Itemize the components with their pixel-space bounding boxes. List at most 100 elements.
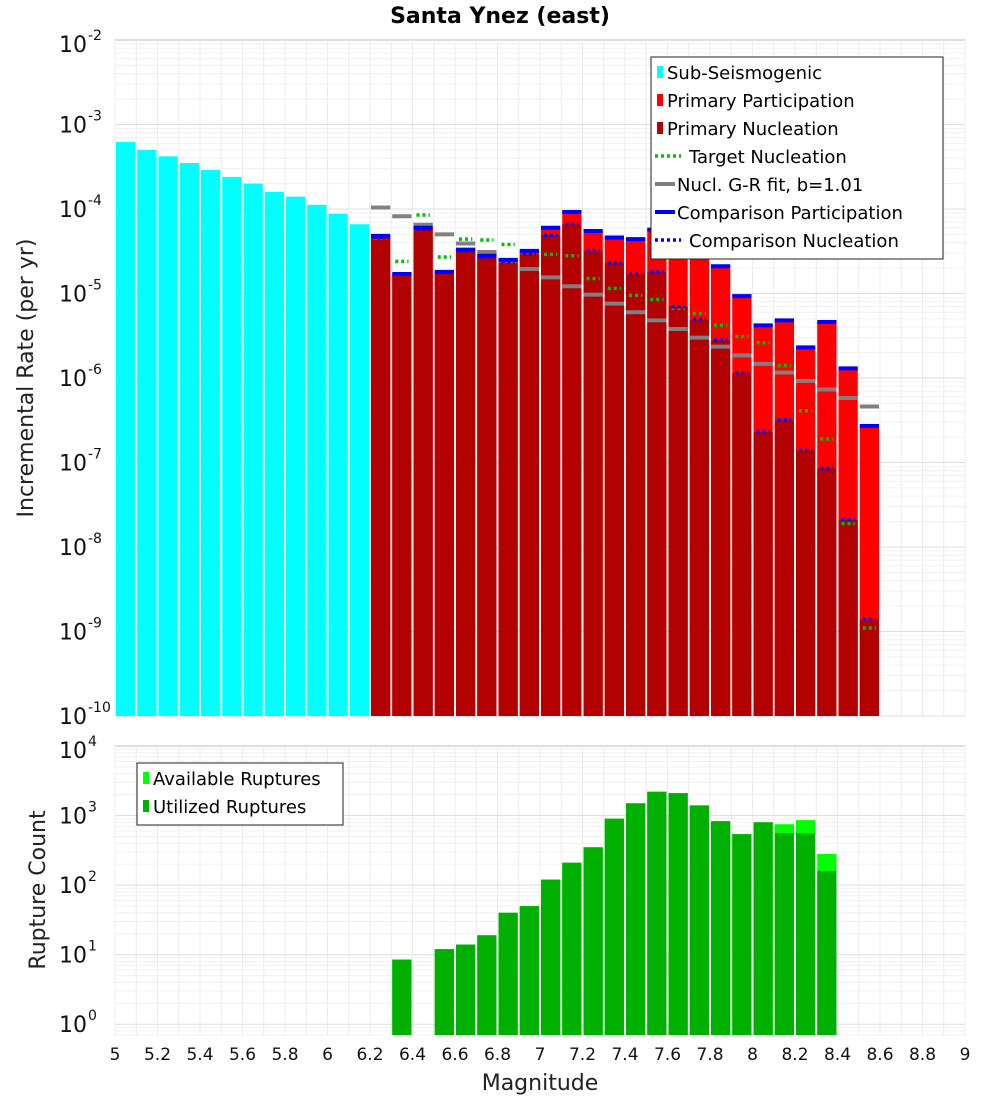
x-tick-label: 6.6 [441,1045,468,1065]
bar [753,431,773,716]
legend-swatch [143,772,149,784]
bar [626,803,646,1035]
legend-entry: Nucl. G-R fit, b=1.01 [655,175,863,196]
y-tick-exponent: 3 [88,800,97,816]
y-tick-base: 10 [59,621,87,646]
legend-swatch [143,800,149,812]
series-sub-seismogenic [116,142,369,717]
x-tick-label: 7.6 [654,1045,681,1065]
legend-entry: Sub-Seismogenic [657,63,822,84]
y-tick-base: 10 [59,198,87,223]
x-tick-label: 8.2 [781,1045,808,1065]
y-tick-exponent: -8 [88,531,102,547]
y-axis-title-rate: Incremental Rate (per yr) [14,239,39,518]
bar [434,271,454,716]
bar [796,450,816,716]
bar [116,142,136,716]
bar [541,235,561,716]
legend: Available Ruptures Utilized Ruptures [136,762,344,826]
x-tick-label: 5.8 [271,1045,298,1065]
bar [817,468,837,716]
y-tick-exponent: -3 [88,109,102,125]
legend-entry: Available Ruptures [143,769,321,790]
bar [626,274,646,716]
x-tick-label: 6.4 [399,1045,426,1065]
y-tick-base: 10 [59,1013,87,1038]
bar [307,204,327,717]
rupture-count-plot: 10 010 110 210 310 45 5.2 5.4 5.6 5.8 6 6.2 6.4 6.6 6.… [59,734,970,1065]
legend-label: Nucl. G-R fit, b=1.01 [677,175,863,196]
chart-title: Santa Ynez (east) [390,4,610,29]
y-tick-label: 10 2 [59,869,97,899]
legend-label: Comparison Nucleation [689,231,899,252]
y-tick-base: 10 [59,114,87,139]
legend-box [136,762,344,826]
bar [604,818,624,1035]
legend-box [650,56,944,260]
legend-label: Utilized Ruptures [153,797,306,818]
y-tick-exponent: 2 [88,869,97,885]
legend-entry: Target Nucleation [655,147,847,168]
y-tick-base: 10 [59,739,87,764]
bar [647,271,667,716]
y-tick-label: 10 0 [59,1008,97,1038]
bar [732,372,752,716]
bar [689,805,709,1035]
bar [562,862,582,1035]
bar [179,163,199,716]
legend-label: Primary Participation [667,91,855,112]
bar [668,306,688,716]
series-primary-nucleation [371,224,879,717]
y-tick-label: 10 -3 [59,109,102,139]
y-tick-exponent: -10 [88,700,111,716]
series-nucl-g-r-fit-b-1-01 [371,205,879,409]
bar [328,213,348,716]
bar [583,250,603,716]
bar [604,262,624,716]
x-tick-label: 5 [110,1045,121,1065]
y-tick-label: 10 1 [59,939,97,969]
x-tick-label: 8.8 [909,1045,936,1065]
bar [413,228,433,716]
y-tick-exponent: -9 [88,616,102,632]
y-tick-exponent: -7 [88,447,102,463]
legend-entry: Comparison Participation [655,203,903,224]
legend-swatch [657,122,663,134]
bar [583,847,603,1035]
y-tick-base: 10 [59,944,87,969]
bar [477,257,497,716]
series-utilized-ruptures [392,791,837,1035]
bar [859,619,879,716]
bar [201,169,221,716]
y-tick-label: 10 3 [59,800,97,830]
x-tick-label: 8.6 [866,1045,893,1065]
x-tick-label: 6.8 [484,1045,511,1065]
x-tick-label: 5.2 [144,1045,171,1065]
bar [732,834,752,1035]
x-tick-label: 5.6 [229,1045,256,1065]
legend-entry: Utilized Ruptures [143,797,306,818]
bar [349,224,369,716]
legend-label: Comparison Participation [677,203,903,224]
y-tick-label: 10 -5 [59,278,102,308]
x-tick-label: 7.4 [611,1045,638,1065]
y-tick-exponent: 1 [88,939,97,955]
legend-label: Available Ruptures [153,769,321,790]
y-tick-label: 10 -2 [59,28,102,58]
bar [286,196,306,717]
bar [796,833,816,1035]
bar [753,822,773,1035]
bar [456,944,476,1035]
y-tick-exponent: -2 [88,28,102,44]
x-tick-label: 8.4 [824,1045,851,1065]
y-tick-base: 10 [59,367,87,392]
legend-label: Sub-Seismogenic [667,63,822,84]
bar [371,237,391,717]
series-comparison-nucleation [374,222,876,621]
x-axis-title: Magnitude [482,1071,599,1096]
x-tick-label: 9 [960,1045,971,1065]
x-tick-label: 7.8 [696,1045,723,1065]
bar [541,879,561,1035]
y-tick-base: 10 [59,805,87,830]
